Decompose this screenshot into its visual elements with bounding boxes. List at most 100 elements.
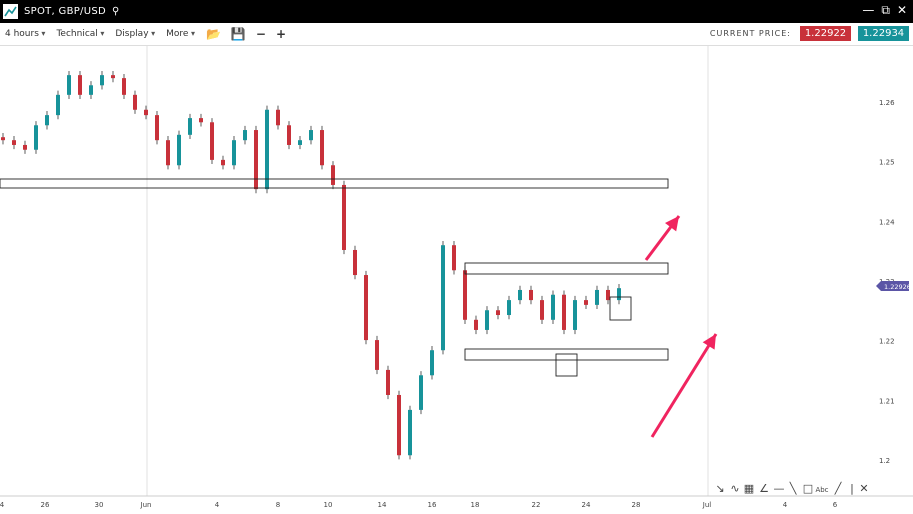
- rectangle-tool[interactable]: □: [803, 482, 813, 495]
- text-tool[interactable]: Abc: [815, 486, 828, 494]
- candle-bullish: [89, 85, 93, 95]
- fan-tool[interactable]: ∠: [759, 482, 769, 495]
- candle-bullish: [309, 130, 313, 141]
- vertical-line-tool[interactable]: |: [850, 482, 854, 495]
- x-tick-label: 4: [215, 501, 220, 509]
- candle-bearish: [364, 275, 368, 341]
- resistance-zone-box[interactable]: [0, 178, 669, 189]
- up-arrow-annotation-head: [665, 216, 679, 232]
- candle-bearish: [474, 319, 478, 330]
- candle-bearish: [1, 137, 5, 141]
- candle-bearish: [199, 118, 203, 123]
- toolbar: 4 hours Technical Display More 📂 💾 − + C…: [0, 23, 913, 46]
- technical-menu[interactable]: Technical: [56, 29, 104, 39]
- candle-bearish: [12, 140, 16, 145]
- x-tick-label: Jun: [140, 501, 152, 509]
- y-tick-label: 1.24: [879, 218, 895, 226]
- candle-bearish: [397, 394, 401, 456]
- candle-bullish: [177, 134, 181, 166]
- candle-bullish: [518, 289, 522, 301]
- candle-bearish: [562, 294, 566, 330]
- ray-tool[interactable]: ╱: [834, 481, 843, 495]
- y-tick-label: 1.22: [879, 338, 895, 346]
- candle-bearish: [540, 300, 544, 320]
- up-arrow-annotation[interactable]: [650, 333, 718, 438]
- up-arrow-annotation-head: [702, 334, 716, 350]
- x-tick-label: 30: [95, 501, 104, 509]
- candle-bearish: [463, 270, 467, 320]
- popout-icon[interactable]: ⧉: [881, 3, 890, 17]
- candle-bullish: [243, 130, 247, 141]
- candle-bearish: [276, 109, 280, 126]
- candle-bullish: [595, 289, 599, 305]
- candle-bearish: [144, 109, 148, 116]
- zoom-out-icon[interactable]: −: [255, 27, 266, 41]
- small-box[interactable]: [555, 353, 578, 377]
- candle-bearish: [287, 125, 291, 145]
- current-price-marker-label: 1.22926: [884, 283, 911, 291]
- y-tick-label: 1.2: [879, 457, 890, 465]
- candle-bullish: [485, 310, 489, 330]
- candle-bearish: [353, 249, 357, 276]
- x-tick-label: 18: [471, 501, 480, 509]
- close-tools[interactable]: ✕: [859, 482, 868, 495]
- candle-bearish: [23, 144, 27, 150]
- save-icon[interactable]: 💾: [230, 27, 246, 41]
- candle-bearish: [584, 300, 588, 305]
- x-tick-label: 24: [582, 501, 591, 509]
- display-menu[interactable]: Display: [115, 29, 155, 39]
- candle-bullish: [56, 94, 60, 116]
- open-folder-icon[interactable]: 📂: [205, 27, 221, 41]
- arrow-tool[interactable]: ↘: [715, 482, 724, 495]
- range-top-box[interactable]: [464, 262, 669, 275]
- candle-bearish: [254, 130, 258, 190]
- horizontal-line-tool[interactable]: —: [774, 482, 785, 495]
- title-bar: SPOT, GBP/USD ⚲ — ⧉ ✕: [0, 0, 913, 23]
- candle-bearish: [375, 340, 379, 370]
- search-icon[interactable]: ⚲: [112, 6, 120, 17]
- candle-bullish: [34, 125, 38, 150]
- candle-bearish: [155, 115, 159, 141]
- bid-price-button[interactable]: 1.22922: [800, 26, 851, 41]
- ask-price-button[interactable]: 1.22934: [858, 26, 909, 41]
- y-tick-label: 1.25: [879, 159, 895, 167]
- candle-bullish: [45, 115, 49, 126]
- candle-bullish: [188, 118, 192, 135]
- x-tick-label: 26: [41, 501, 50, 509]
- candle-bullish: [507, 300, 511, 316]
- price-chart[interactable]: 1.261.251.241.231.221.211.242630Jun48101…: [0, 46, 913, 514]
- candle-bullish: [232, 140, 236, 166]
- candle-bullish: [265, 109, 269, 190]
- candle-bearish: [386, 369, 390, 395]
- trend-line-tool[interactable]: ╲: [789, 481, 798, 495]
- timeframe-dropdown[interactable]: 4 hours: [5, 29, 45, 39]
- zoom-in-icon[interactable]: +: [275, 27, 286, 41]
- curve-tool[interactable]: ∿: [730, 482, 739, 495]
- candle-bullish: [430, 350, 434, 376]
- current-price-label: CURRENT PRICE:: [709, 29, 791, 38]
- window-title: SPOT, GBP/USD: [24, 6, 106, 17]
- candle-bullish: [551, 294, 555, 320]
- candle-bearish: [342, 184, 346, 250]
- candle-bearish: [78, 75, 82, 95]
- y-tick-label: 1.21: [879, 397, 895, 405]
- more-menu[interactable]: More: [166, 29, 195, 39]
- candle-bullish: [419, 375, 423, 410]
- x-tick-label: Jul: [702, 501, 712, 509]
- candle-bearish: [210, 122, 214, 160]
- close-icon[interactable]: ✕: [896, 3, 907, 17]
- x-tick-label: 10: [324, 501, 333, 509]
- range-bottom-box[interactable]: [464, 348, 669, 361]
- x-tick-label: 22: [532, 501, 541, 509]
- app-logo-icon: [3, 4, 18, 19]
- minimize-icon[interactable]: —: [862, 3, 875, 17]
- y-tick-label: 1.26: [879, 99, 895, 107]
- fibonacci-tool[interactable]: ▦: [744, 482, 754, 495]
- candle-bearish: [606, 289, 610, 301]
- candle-bearish: [529, 289, 533, 301]
- candle-bearish: [111, 75, 115, 79]
- small-box[interactable]: [609, 296, 632, 321]
- candle-bearish: [166, 140, 170, 166]
- candle-bullish: [441, 245, 445, 351]
- candle-bearish: [331, 165, 335, 185]
